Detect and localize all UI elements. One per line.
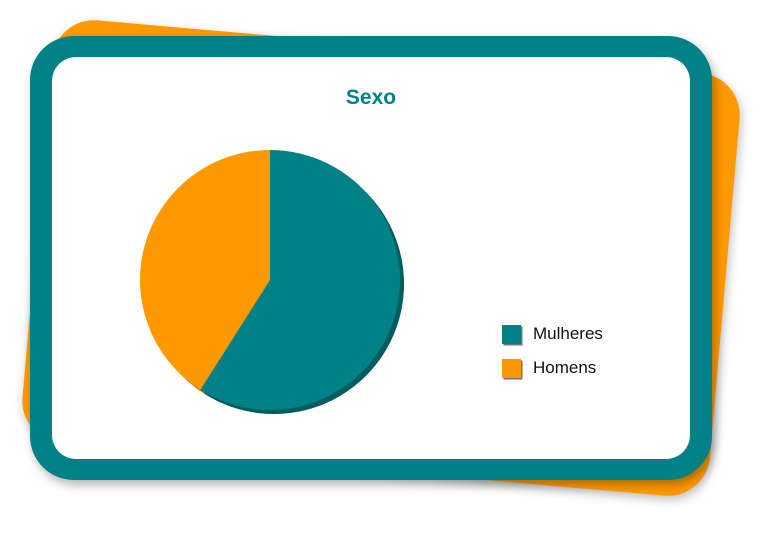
chart-legend: Mulheres Homens bbox=[502, 317, 603, 385]
legend-item-mulheres: Mulheres bbox=[502, 317, 603, 351]
front-card-frame: Sexo Mulheres Homens bbox=[30, 36, 712, 480]
chart-panel: Sexo Mulheres Homens bbox=[52, 57, 690, 459]
legend-label-mulheres: Mulheres bbox=[533, 324, 603, 343]
pie-chart bbox=[139, 150, 404, 414]
legend-swatch-mulheres bbox=[502, 324, 521, 344]
pie-slice-homens bbox=[139, 150, 270, 390]
pie-slice-mulheres bbox=[200, 150, 400, 410]
legend-item-homens: Homens bbox=[502, 351, 603, 385]
chart-title: Sexo bbox=[345, 86, 397, 109]
legend-label-homens: Homens bbox=[533, 358, 597, 377]
legend-swatch-homens bbox=[502, 358, 521, 378]
